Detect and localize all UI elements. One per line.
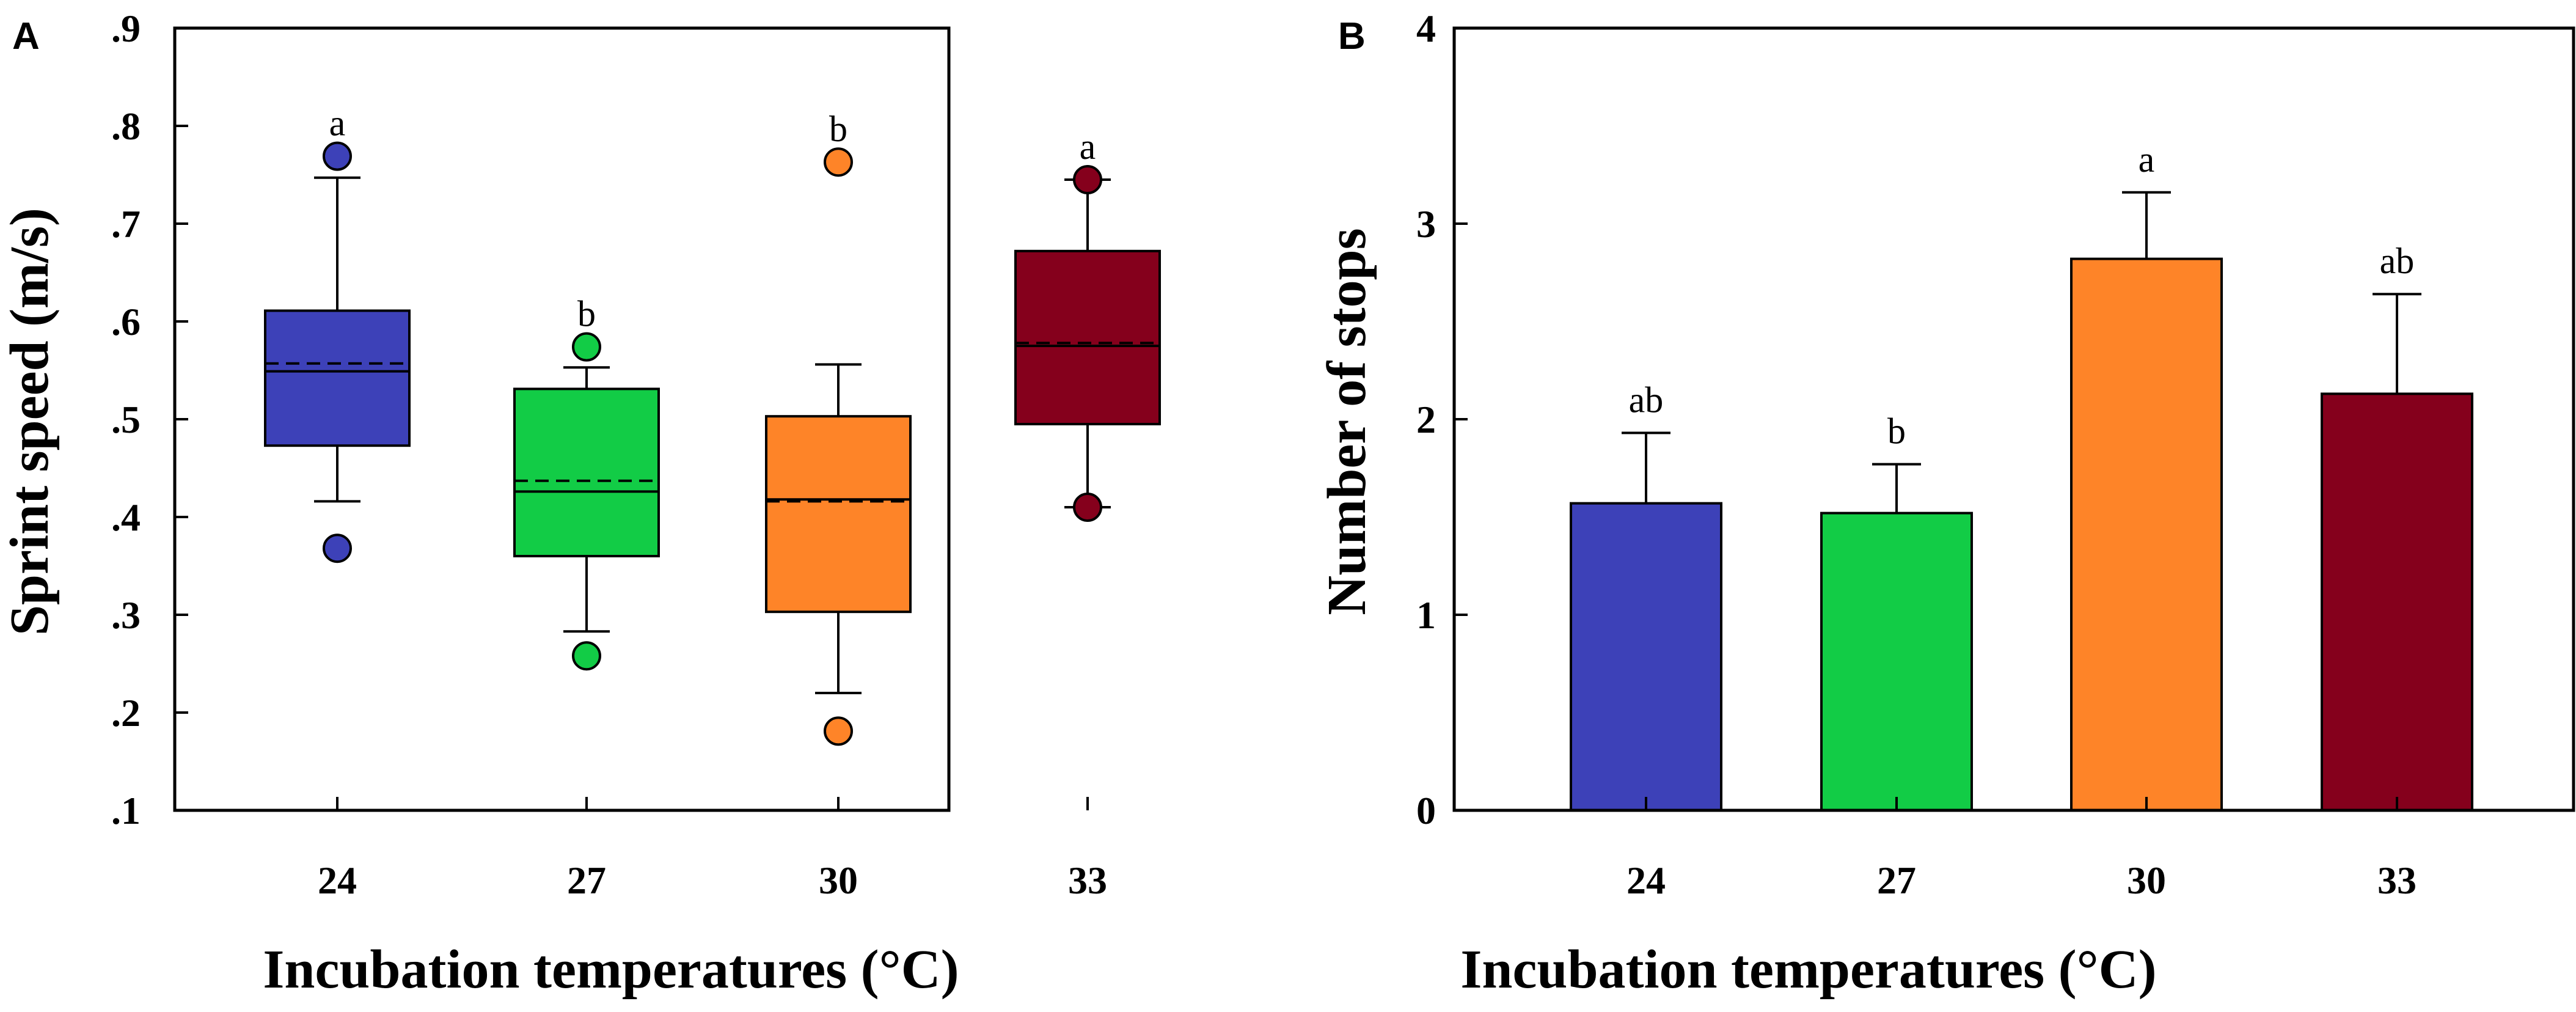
panel-b-x-axis: 24 27 30 33 — [1626, 797, 2417, 902]
box — [765, 415, 912, 614]
outlier-point — [1073, 165, 1102, 194]
panel-b-x-tick-label: 27 — [1877, 859, 1916, 902]
significance-letter: ab — [2380, 241, 2415, 281]
bar — [1820, 512, 1973, 812]
outlier-point — [572, 641, 601, 671]
panel-b-x-tick-label: 33 — [2377, 859, 2417, 902]
box — [264, 309, 411, 447]
bar-group: a — [2070, 139, 2223, 812]
panel-b-y-tick-label: 3 — [1416, 202, 1436, 246]
significance-letter: b — [577, 294, 596, 334]
outlier-point — [572, 332, 601, 362]
box-plot-group: a — [1014, 127, 1161, 522]
box-plot-group: b — [513, 294, 660, 671]
panel-b-x-tick-label: 24 — [1626, 859, 1666, 902]
significance-letter: a — [1080, 127, 1096, 167]
box — [513, 387, 660, 558]
panel-a-y-tick-label: .6 — [111, 300, 141, 343]
panel-b-y-tick-label: 4 — [1416, 7, 1436, 50]
bar — [1570, 502, 1722, 812]
panel-a-y-axis: .1 .2 .3 .4 .5 .6 .7 .8 .9 — [111, 7, 188, 832]
significance-letter: ab — [1629, 380, 1664, 420]
panel-a-y-tick-label: .5 — [111, 398, 141, 441]
panel-b-y-axis: 0 1 2 3 4 — [1416, 7, 1468, 832]
panel-b-y-axis-title: Number of stops — [1317, 228, 1377, 615]
box — [1014, 249, 1161, 425]
panel-b-y-tick-label: 0 — [1416, 789, 1436, 832]
outlier-point — [323, 141, 352, 171]
significance-letter: b — [829, 109, 847, 149]
panel-a-y-tick-label: .4 — [111, 496, 141, 539]
panel-a-y-tick-label: .3 — [111, 593, 141, 637]
panel-a-y-tick-label: .1 — [111, 789, 141, 832]
outlier-point — [824, 716, 853, 746]
box-plot-group: a — [264, 103, 411, 563]
panel-a-y-tick-label: .2 — [111, 691, 141, 735]
panel-a-x-axis-title: Incubation temperatures (°C) — [263, 939, 959, 1000]
panel-a-boxes: a b b a — [264, 103, 1161, 746]
panel-a-x-tick-label: 30 — [819, 859, 858, 902]
panel-a-label: A — [12, 15, 40, 57]
significance-letter: a — [2139, 139, 2155, 180]
panel-a-y-tick-label: .9 — [111, 7, 141, 50]
panel-a-y-tick-label: .7 — [111, 202, 141, 246]
panel-a-y-tick-label: .8 — [111, 105, 141, 148]
panel-b-y-tick-label: 1 — [1416, 593, 1436, 637]
panel-b-bars: ab b a ab — [1570, 139, 2473, 812]
bar-group: b — [1820, 411, 1973, 812]
panel-a-box-plot: A .1 .2 .3 .4 .5 .6 .7 .8 .9 a b b a 24 27 30 33 Sprin… — [0, 7, 1161, 1000]
outlier-point — [323, 534, 352, 563]
bar — [2321, 392, 2473, 812]
panel-a-x-tick-label: 24 — [318, 859, 357, 902]
panel-a-x-tick-label: 33 — [1068, 859, 1107, 902]
panel-a-x-axis: 24 27 30 33 — [318, 797, 1107, 902]
panel-b-y-tick-label: 2 — [1416, 398, 1436, 441]
outlier-point — [824, 147, 853, 177]
panel-a-y-axis-title: Sprint speed (m/s) — [0, 208, 60, 636]
panel-b-plot-frame — [1452, 26, 2575, 812]
bar-group: ab — [1570, 380, 1722, 812]
significance-letter: a — [329, 103, 346, 144]
panel-a-x-tick-label: 27 — [567, 859, 606, 902]
panel-b-x-tick-label: 30 — [2127, 859, 2166, 902]
bar-group: ab — [2321, 241, 2473, 812]
panel-b-x-axis-title: Incubation temperatures (°C) — [1460, 939, 2156, 1000]
panel-b-label: B — [1338, 15, 1366, 57]
significance-letter: b — [1887, 411, 1906, 452]
box-plot-group: b — [765, 109, 912, 746]
panel-a-plot-frame — [173, 26, 951, 812]
outlier-point — [1073, 493, 1102, 522]
bar — [2070, 257, 2223, 812]
